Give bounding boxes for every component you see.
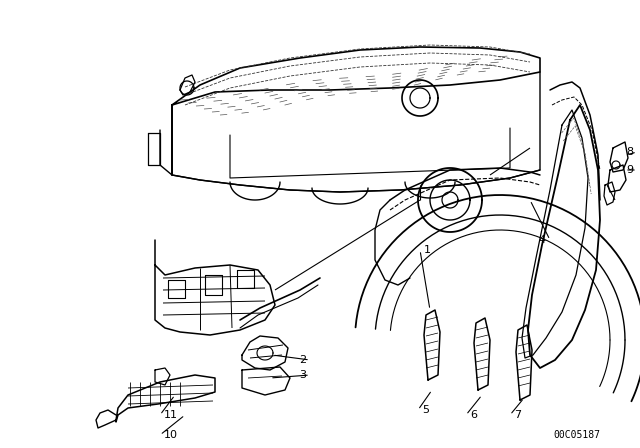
Text: 2: 2	[299, 355, 306, 365]
Text: 1: 1	[424, 245, 431, 255]
Text: 4: 4	[539, 235, 546, 245]
Text: 7: 7	[514, 410, 521, 420]
Text: 00C05187: 00C05187	[553, 430, 600, 440]
Text: 6: 6	[470, 410, 477, 420]
Text: 9: 9	[626, 165, 633, 175]
Text: 10: 10	[164, 430, 178, 440]
Text: 5: 5	[422, 405, 429, 415]
Text: 3: 3	[299, 370, 306, 380]
Text: 8: 8	[626, 147, 633, 157]
Text: 11: 11	[164, 410, 178, 420]
